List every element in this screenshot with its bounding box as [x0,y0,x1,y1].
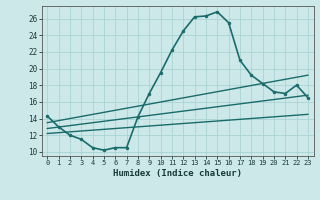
X-axis label: Humidex (Indice chaleur): Humidex (Indice chaleur) [113,169,242,178]
